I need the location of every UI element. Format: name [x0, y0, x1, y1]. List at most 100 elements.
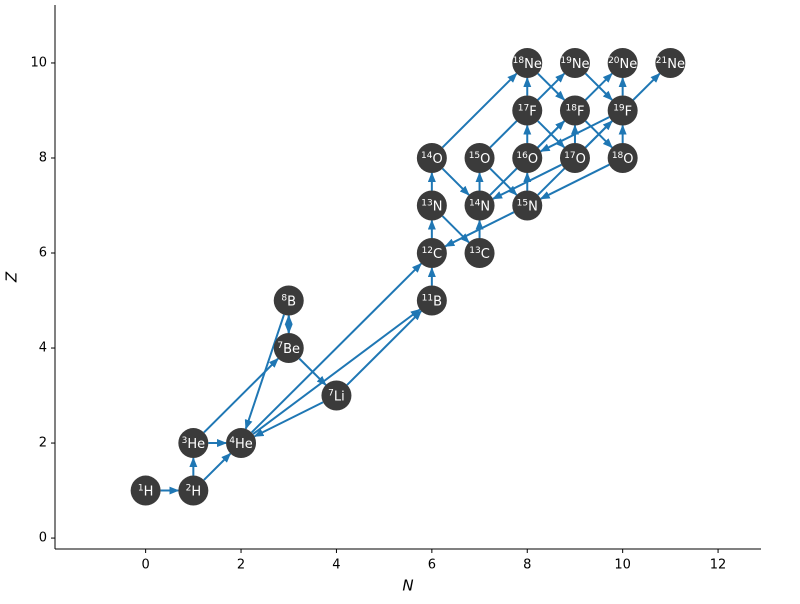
nuclide-node — [559, 47, 590, 78]
reaction-edge — [252, 308, 421, 435]
mass-number: 20 — [608, 55, 620, 65]
nuclide-label: 17F — [518, 103, 537, 119]
element-symbol: Ne — [667, 56, 685, 71]
mass-number: 18 — [565, 103, 577, 113]
mass-number: 17 — [564, 150, 575, 160]
nuclide-label: 20Ne — [608, 55, 637, 71]
nuclide-node — [273, 333, 304, 364]
nuclide-node — [416, 142, 447, 173]
mass-number: 12 — [422, 246, 433, 256]
y-tick-label: 8 — [39, 150, 47, 165]
reaction-edge — [539, 116, 610, 153]
mass-number: 19 — [613, 103, 625, 113]
nuclide-node — [464, 190, 495, 221]
reaction-edge — [346, 310, 422, 386]
x-axis-label: N — [402, 577, 413, 595]
x-tick-label: 0 — [141, 558, 149, 573]
nuclide-node — [655, 47, 686, 78]
mass-number: 18 — [612, 150, 624, 160]
y-tick-label: 4 — [39, 341, 47, 356]
nuclide-label: 7Be — [277, 341, 300, 357]
element-symbol: He — [235, 437, 253, 452]
nuclide-node — [273, 285, 304, 316]
reaction-edge — [253, 401, 324, 438]
nuclide-node — [178, 475, 209, 506]
y-axis-label: Z — [3, 271, 21, 283]
nuclide-node — [178, 428, 209, 459]
reaction-edge — [203, 452, 232, 481]
element-symbol: H — [144, 484, 154, 499]
mass-number: 13 — [421, 198, 432, 208]
nuclide-node — [512, 47, 543, 78]
mass-number: 2 — [186, 483, 192, 493]
reaction-edge — [244, 314, 285, 430]
nuclide-node — [512, 190, 543, 221]
nuclide-node — [464, 238, 495, 269]
nuclide-label: 3He — [182, 436, 206, 452]
nuclide-label: 1H — [138, 483, 154, 499]
nuclide-label: 19F — [613, 103, 632, 119]
element-symbol: O — [528, 151, 538, 166]
reaction-edge — [441, 167, 470, 196]
nuclide-node — [559, 142, 590, 173]
nuclide-node — [607, 142, 638, 173]
reaction-edge — [444, 211, 515, 248]
element-symbol: O — [623, 151, 633, 166]
element-symbol: N — [480, 199, 490, 214]
nuclide-label: 7Li — [328, 388, 345, 404]
nuclide-node — [464, 142, 495, 173]
mass-number: 15 — [517, 198, 528, 208]
y-tick-label: 6 — [39, 246, 47, 261]
reaction-edge — [203, 357, 279, 434]
nuclide-label: 2H — [186, 483, 202, 499]
x-tick-label: 12 — [710, 558, 727, 573]
reaction-edge — [539, 163, 610, 200]
x-tick-label: 4 — [332, 558, 340, 573]
element-symbol: N — [433, 199, 443, 214]
y-tick-label: 0 — [39, 531, 47, 546]
x-tick-label: 2 — [237, 558, 245, 573]
element-symbol: He — [187, 437, 205, 452]
y-tick-label: 10 — [30, 55, 47, 70]
reaction-edge — [441, 72, 518, 149]
nuclide-label: 16O — [516, 150, 538, 166]
nuclide-node — [607, 47, 638, 78]
mass-number: 14 — [421, 150, 433, 160]
nuclide-label: 21Ne — [656, 55, 685, 71]
element-symbol: N — [528, 199, 538, 214]
element-symbol: C — [481, 247, 490, 262]
mass-number: 18 — [513, 55, 525, 65]
nuclide-label: 4He — [229, 436, 253, 452]
nuclide-label: 11B — [422, 293, 442, 309]
element-symbol: F — [529, 104, 536, 119]
element-symbol: F — [577, 104, 584, 119]
nuclide-node — [416, 238, 447, 269]
nuclide-node — [321, 380, 352, 411]
mass-number: 15 — [469, 150, 480, 160]
mass-number: 4 — [229, 436, 235, 446]
nuclide-node — [559, 95, 590, 126]
mass-number: 21 — [656, 55, 667, 65]
y-tick-label: 2 — [39, 436, 47, 451]
mass-number: 8 — [281, 293, 287, 303]
nuclide-label: 19Ne — [560, 55, 589, 71]
nuclide-node — [130, 475, 161, 506]
element-symbol: Ne — [572, 56, 590, 71]
nuclide-node — [607, 95, 638, 126]
element-symbol: O — [576, 151, 586, 166]
element-symbol: Be — [283, 342, 300, 357]
nuclide-node — [416, 190, 447, 221]
nuclide-label: 13C — [469, 246, 490, 262]
nuclide-label: 14N — [469, 198, 490, 214]
mass-number: 3 — [182, 436, 188, 446]
mass-number: 13 — [469, 246, 480, 256]
element-symbol: O — [480, 151, 490, 166]
element-symbol: Ne — [524, 56, 542, 71]
nuclide-label: 18F — [565, 103, 584, 119]
nuclide-label: 13N — [421, 198, 442, 214]
mass-number: 7 — [328, 388, 334, 398]
nuclide-label: 15N — [517, 198, 538, 214]
nuclide-node — [226, 428, 257, 459]
nuclide-label: 18Ne — [513, 55, 542, 71]
mass-number: 14 — [469, 198, 481, 208]
